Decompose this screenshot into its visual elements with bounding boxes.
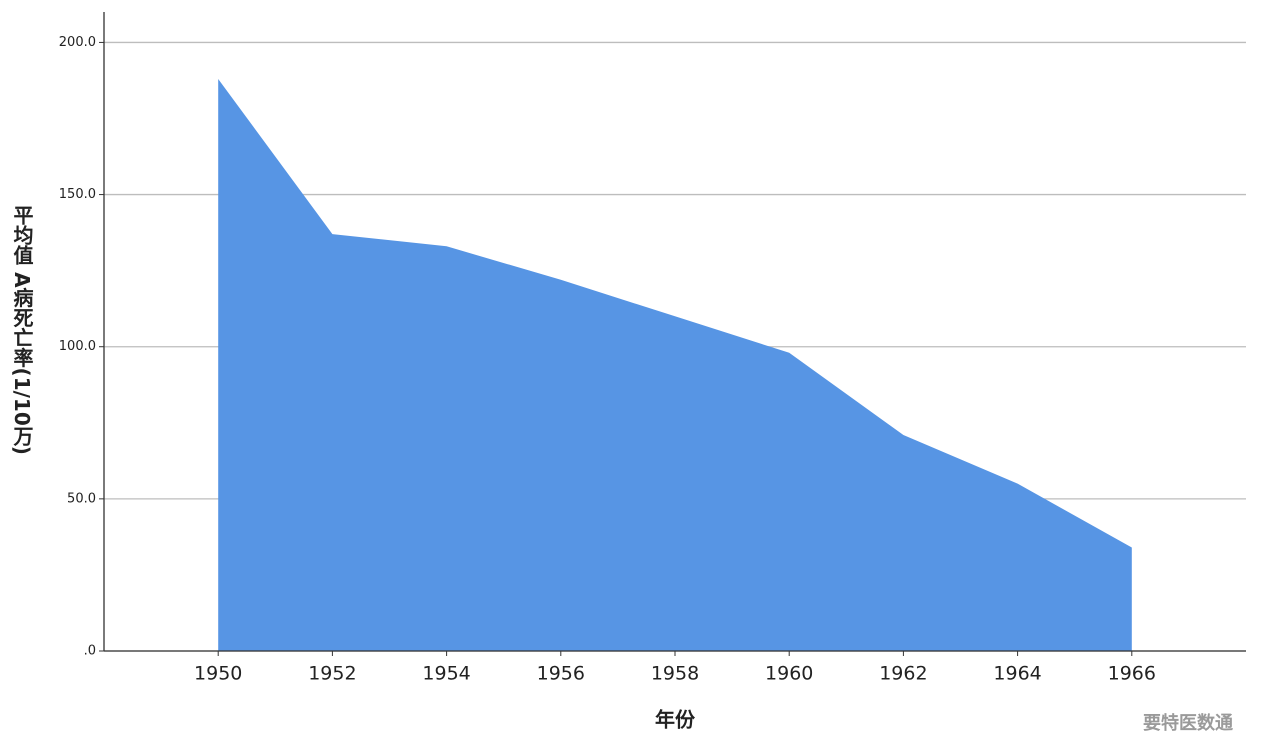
x-tick-label: 1960 xyxy=(765,663,813,685)
x-tick-label: 1958 xyxy=(651,663,699,685)
y-tick-label: 50.0 xyxy=(67,491,96,506)
x-tick-label: 1966 xyxy=(1108,663,1156,685)
x-tick-label: 1950 xyxy=(194,663,242,685)
x-axis-label: 年份 xyxy=(655,708,696,732)
x-tick-label: 1964 xyxy=(993,663,1041,685)
y-tick-label: 200.0 xyxy=(59,35,96,50)
y-tick-label: .0 xyxy=(84,644,96,659)
y-tick-label: 150.0 xyxy=(59,187,96,202)
area xyxy=(218,78,1132,651)
y-axis-label: 平均值 A病死亡率(1/10万) xyxy=(10,205,34,455)
x-tick-label: 1962 xyxy=(879,663,927,685)
watermark: 要特医数通 xyxy=(1143,712,1233,734)
x-tick-label: 1954 xyxy=(422,663,470,685)
y-tick-label: 100.0 xyxy=(59,339,96,354)
x-tick-label: 1952 xyxy=(308,663,356,685)
x-tick-label: 1956 xyxy=(537,663,585,685)
